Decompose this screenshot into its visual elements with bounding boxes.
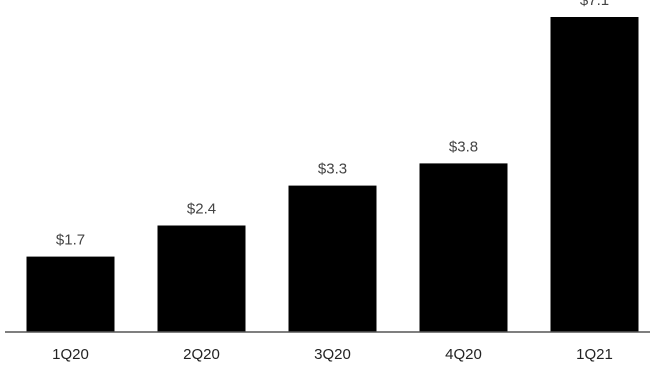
- data-label-4Q20: $3.8: [449, 138, 478, 155]
- x-tick-label-2Q20: 2Q20: [183, 346, 220, 363]
- data-label-2Q20: $2.4: [187, 201, 216, 218]
- x-tick-label-1Q21: 1Q21: [576, 346, 613, 363]
- data-labels-group: $1.7 $2.4 $3.3 $3.8 $7.1: [56, 0, 609, 249]
- bar-2Q20: [157, 225, 246, 332]
- bar-3Q20: [288, 185, 377, 332]
- bar-4Q20: [419, 163, 508, 332]
- x-tick-label-1Q20: 1Q20: [52, 346, 89, 363]
- bar-1Q20: [26, 256, 115, 332]
- bar-1Q21: [550, 17, 639, 332]
- data-label-3Q20: $3.3: [318, 161, 347, 178]
- x-tick-label-3Q20: 3Q20: [314, 346, 351, 363]
- x-tick-labels-group: 1Q20 2Q20 3Q20 4Q20 1Q21: [52, 346, 613, 363]
- data-label-1Q20: $1.7: [56, 232, 85, 249]
- bars-group: [26, 17, 639, 332]
- data-label-1Q21: $7.1: [580, 0, 609, 9]
- x-tick-label-4Q20: 4Q20: [445, 346, 482, 363]
